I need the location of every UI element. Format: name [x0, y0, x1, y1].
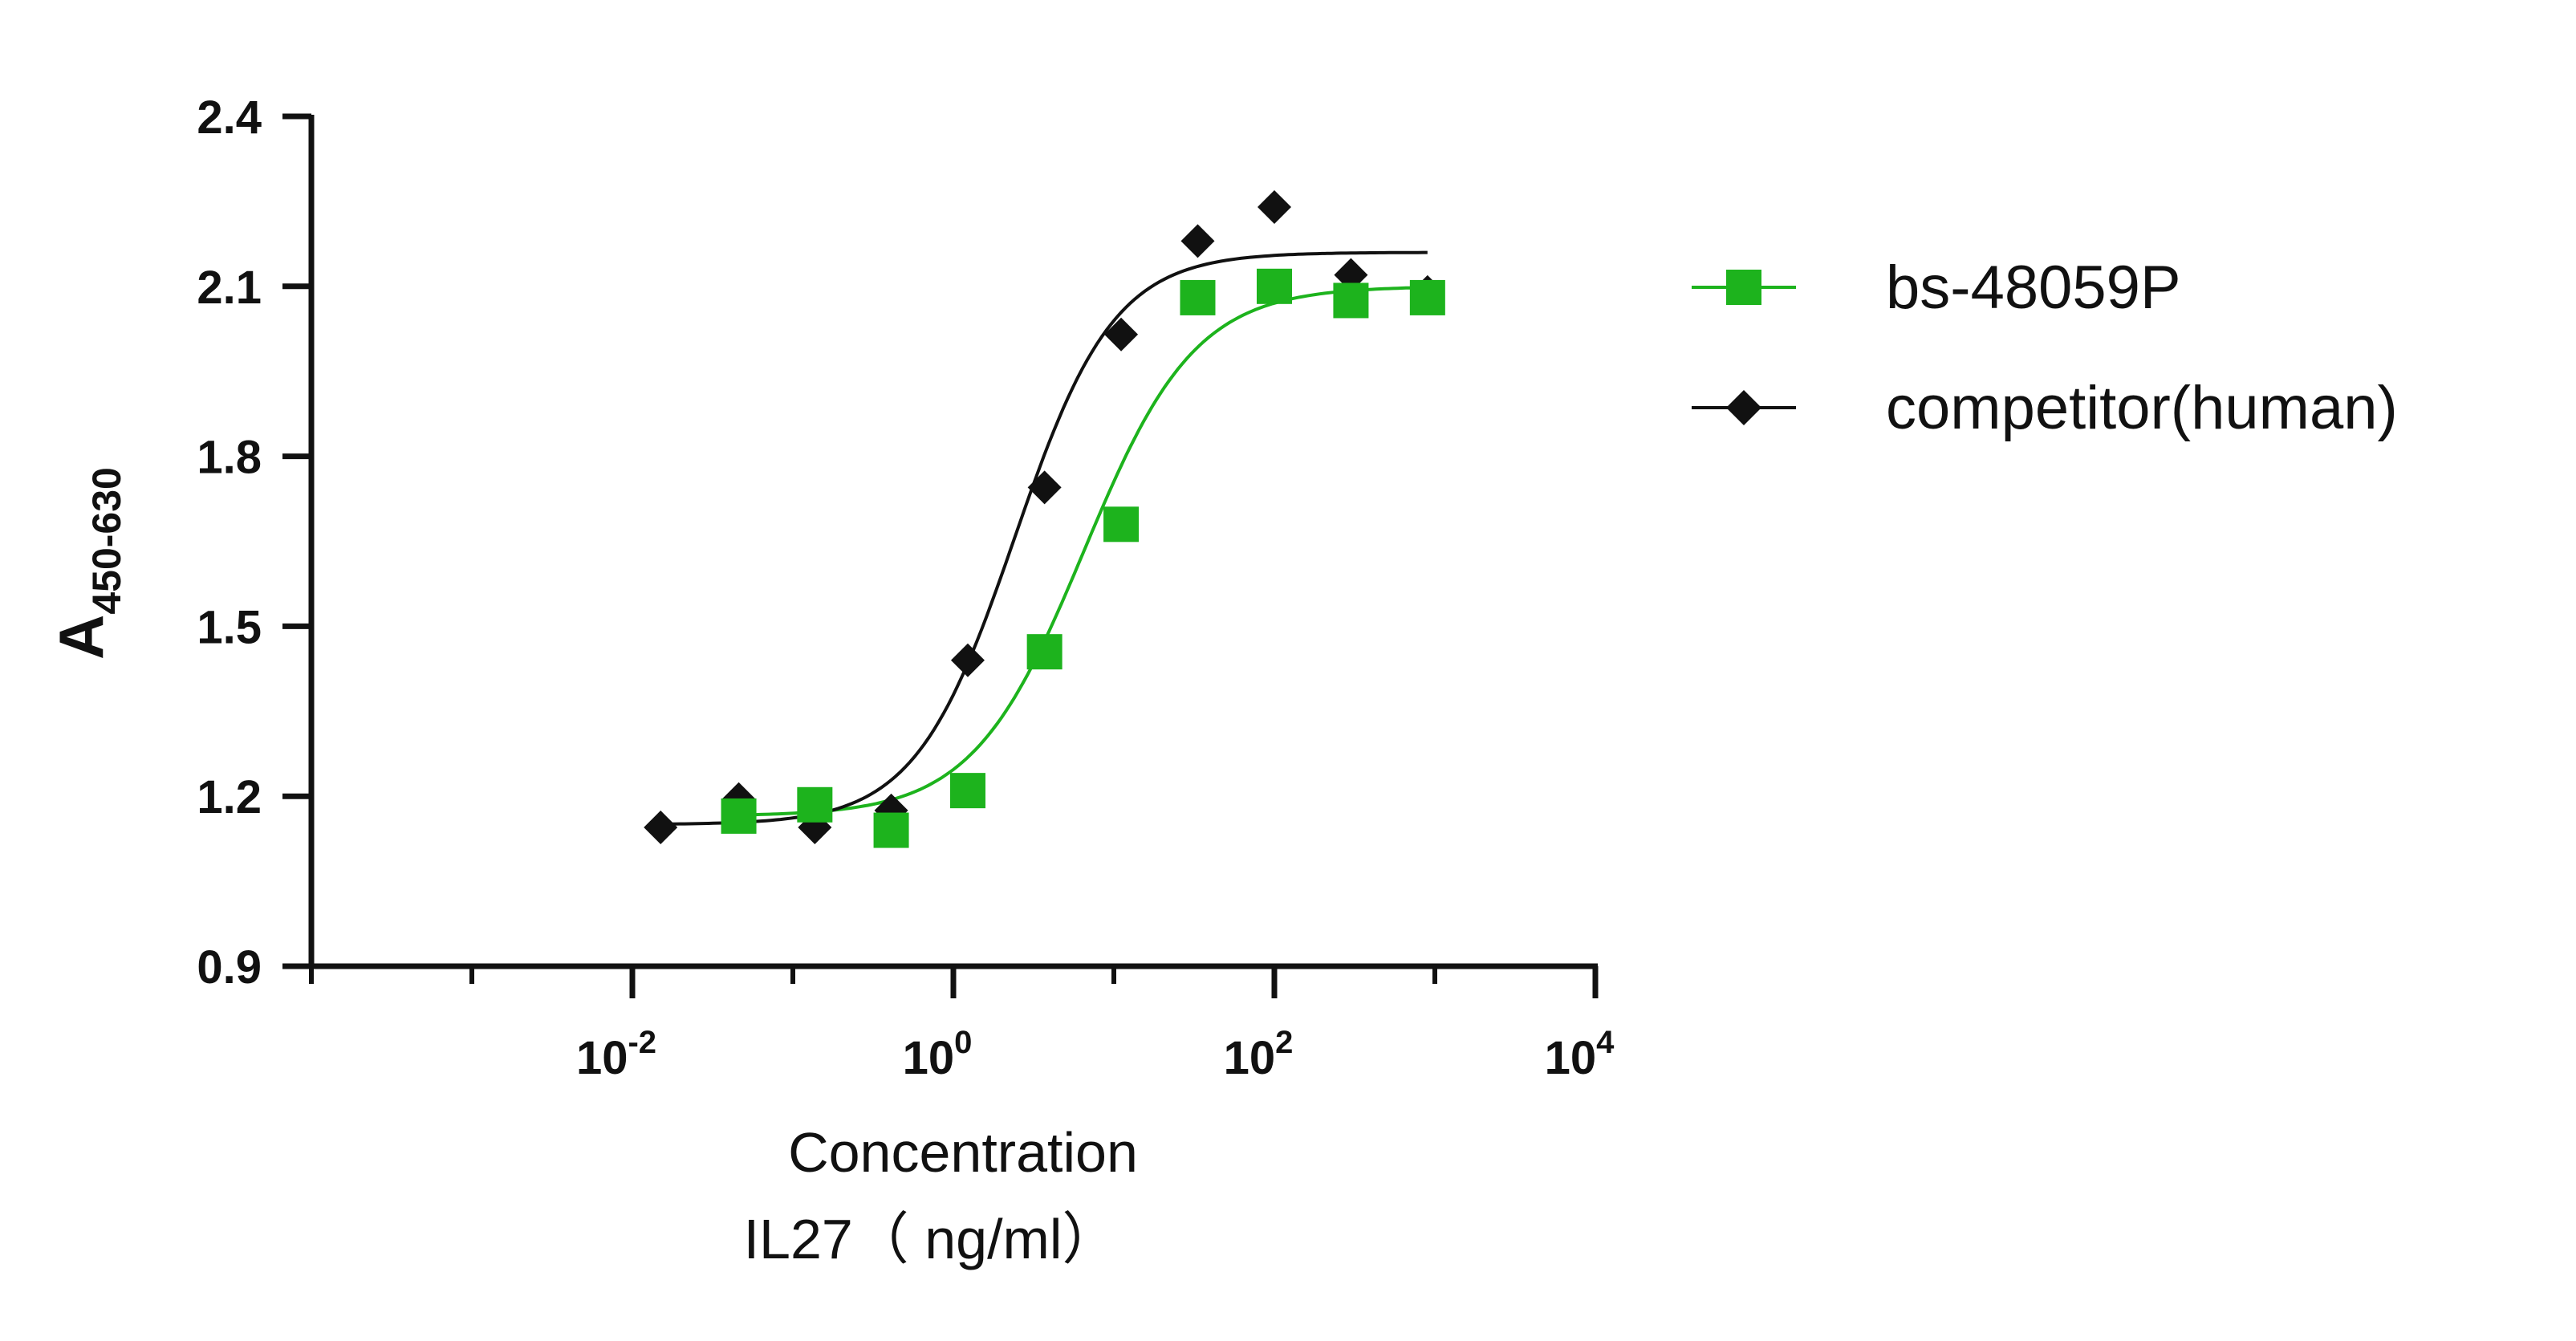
data-point-diamond: [950, 643, 985, 677]
x-tick-label: 104: [1545, 1025, 1615, 1084]
data-point-square: [797, 786, 833, 823]
legend-label: competitor(human): [1886, 374, 2398, 442]
y-tick-label: 1.8: [197, 432, 262, 484]
y-tick-label: 1.2: [197, 771, 262, 823]
data-point-diamond: [1258, 189, 1291, 224]
data-point-group: [644, 189, 1445, 848]
legend-marker-diamond: [1726, 390, 1761, 425]
data-point-square: [949, 773, 985, 809]
y-tick-label: 1.5: [197, 601, 262, 653]
x-axis-title-line-2: IL27（ ng/ml）: [744, 1208, 1119, 1270]
data-point-diamond: [1027, 470, 1062, 505]
data-point-square: [1333, 282, 1369, 319]
x-axis-title-line-1: Concentration: [788, 1121, 1138, 1184]
x-tick-label: 10-2: [576, 1025, 656, 1084]
data-point-square: [873, 812, 909, 848]
y-tick-label: 2.4: [197, 91, 262, 144]
fit-curve-group: [660, 250, 1428, 826]
axes: [308, 115, 1598, 969]
fit-curve-2: [660, 250, 1428, 826]
legend-marker-square: [1726, 270, 1761, 305]
data-point-square: [1103, 506, 1140, 542]
data-point-diamond: [1104, 317, 1139, 352]
fit-curve-1: [738, 286, 1428, 817]
y-tick-label: 0.9: [197, 941, 262, 994]
data-point-square: [1257, 268, 1292, 304]
data-point-square: [1180, 279, 1216, 315]
x-tick-label: 100: [903, 1025, 973, 1084]
legend: bs-48059P competitor(human): [1692, 254, 2398, 442]
data-point-square: [1409, 279, 1445, 315]
data-point-diamond: [644, 811, 678, 845]
legend-label: bs-48059P: [1886, 254, 2181, 322]
y-tick-label: 2.1: [197, 262, 262, 314]
y-axis-title: A450-630: [46, 467, 129, 660]
data-point-square: [721, 798, 757, 834]
y-tick-group: 0.9 1.2 1.5 1.8 2.1 2.4: [197, 91, 311, 994]
data-point-diamond: [1180, 224, 1215, 258]
x-tick-group: 10-2 100 102 104: [309, 966, 1615, 1084]
data-point-square: [1026, 634, 1062, 670]
x-tick-label: 102: [1224, 1025, 1294, 1084]
